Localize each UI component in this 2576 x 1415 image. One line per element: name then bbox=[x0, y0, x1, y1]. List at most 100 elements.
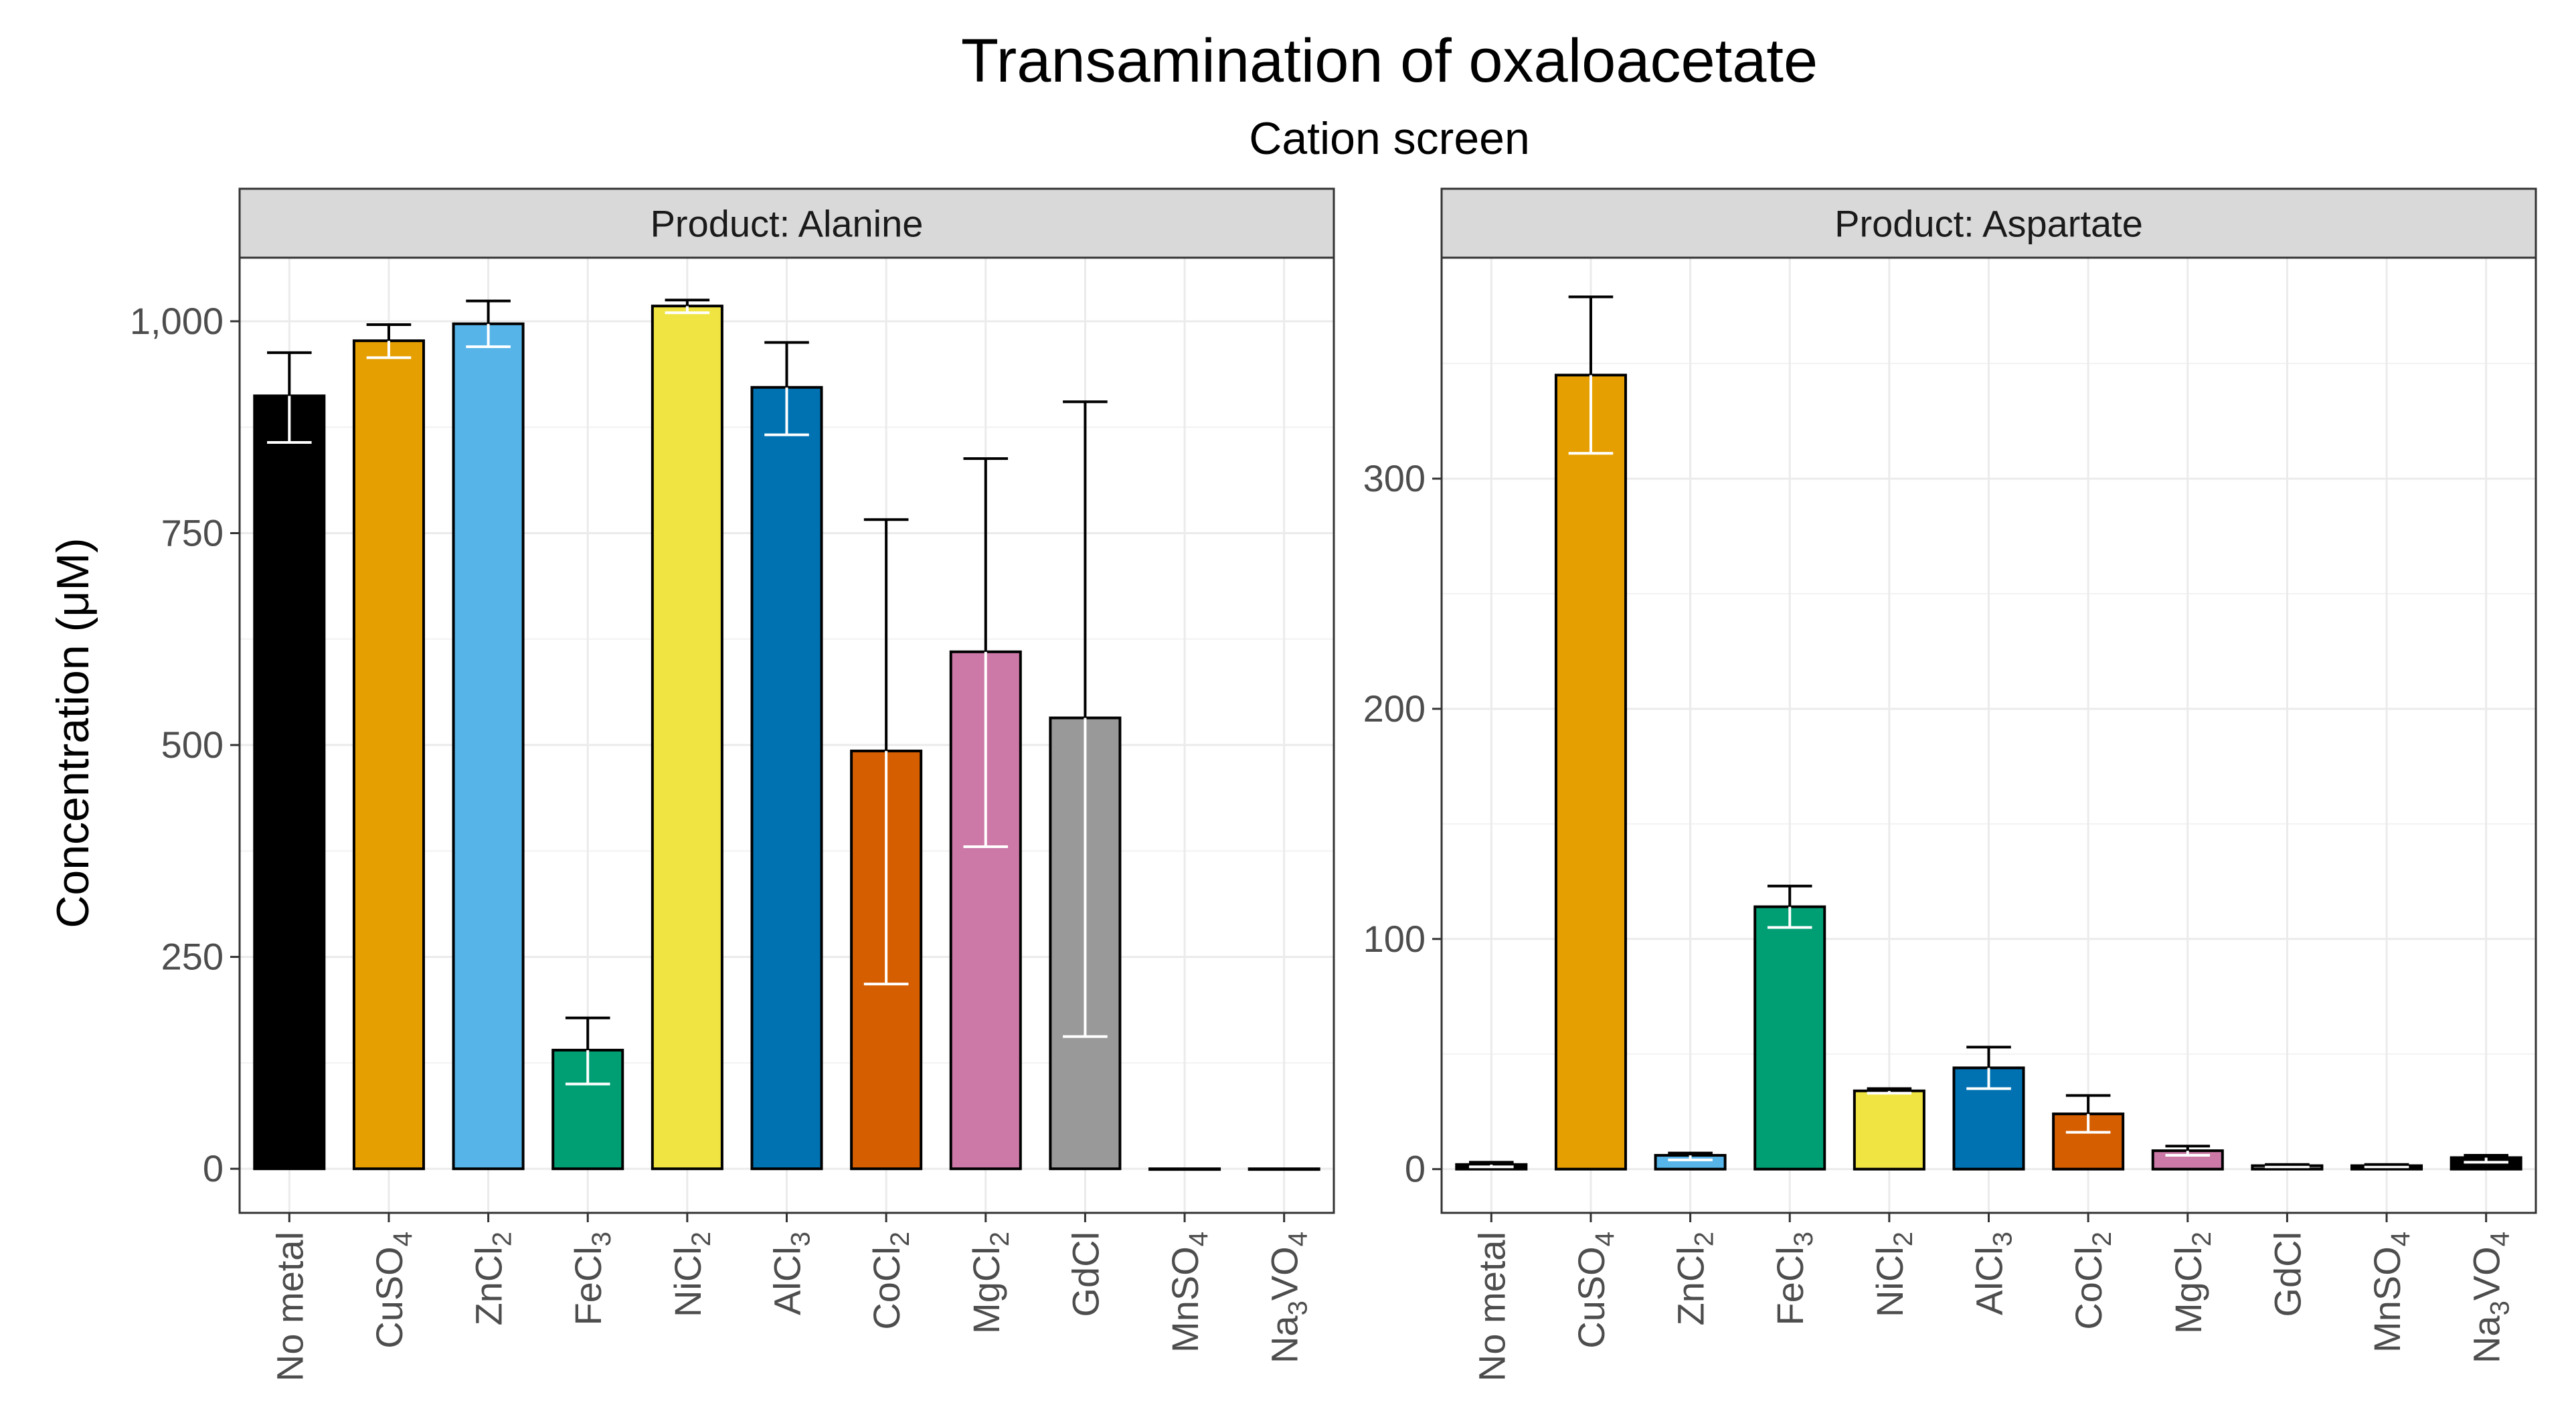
bar-zncl2 bbox=[452, 322, 525, 1171]
x-tick-label: MnSO4​ bbox=[2366, 1232, 2415, 1353]
bar-nicl2 bbox=[651, 305, 723, 1171]
x-tick-label-part: 3 bbox=[587, 1232, 616, 1246]
y-tick-label: 100 bbox=[1363, 918, 1426, 960]
error-bar bbox=[2065, 1094, 2111, 1134]
x-tick-label-part: 3 bbox=[1988, 1232, 2018, 1246]
x-tick-label: Na3​VO4​ bbox=[1264, 1232, 1313, 1363]
error-bar bbox=[466, 299, 511, 348]
x-tick-label-part: FeCl bbox=[1769, 1246, 1811, 1325]
error-bar bbox=[963, 457, 1009, 849]
x-tick-label: Na3​VO4​ bbox=[2466, 1232, 2515, 1363]
x-tick-label-part: ZnCl bbox=[1670, 1246, 1712, 1325]
bar-mgcl2 bbox=[2151, 1149, 2224, 1171]
x-tick-label: GdCl bbox=[1064, 1232, 1106, 1317]
error-bar bbox=[2364, 1163, 2409, 1169]
error-bar bbox=[1568, 295, 1614, 455]
x-tick-label: FeCl3​ bbox=[567, 1232, 616, 1325]
x-tick-label-part: Na bbox=[2466, 1315, 2508, 1363]
x-tick-label: AlCl3​ bbox=[1968, 1232, 2018, 1315]
chart-panels: Product: Alanine 0 250 500 750 1,000 No metal C… bbox=[130, 187, 2537, 1382]
x-tick-label-part: GdCl bbox=[2266, 1232, 2308, 1317]
x-tick-label-part: 4 bbox=[388, 1232, 418, 1246]
y-tick-label: 250 bbox=[161, 936, 224, 978]
x-tick-label-part: AlCl bbox=[1968, 1246, 2010, 1315]
panel-2: Product: Aspartate 0 100 200 300 No metal CuSO… bbox=[1363, 187, 2537, 1382]
error-bar bbox=[1966, 1046, 2011, 1090]
x-tick-label-part: 3 bbox=[2486, 1301, 2515, 1315]
x-tick-label: AlCl3​ bbox=[766, 1232, 816, 1315]
bar-no-metal bbox=[253, 394, 326, 1171]
y-tick-label: 1,000 bbox=[130, 300, 224, 342]
error-bar bbox=[1668, 1151, 1713, 1161]
x-tick-label-part: CoCl bbox=[2067, 1246, 2110, 1329]
x-tick-label: CuSO4​ bbox=[368, 1232, 418, 1349]
x-tick-label-part: 2 bbox=[985, 1232, 1015, 1246]
x-tick-label: MnSO4​ bbox=[1164, 1232, 1213, 1353]
chart-subtitle: Cation screen bbox=[1249, 113, 1530, 164]
error-bar bbox=[1469, 1161, 1514, 1169]
y-tick-label: 750 bbox=[161, 512, 224, 554]
x-tick-label-part: NiCl bbox=[1869, 1246, 1911, 1317]
x-tick-label-part: 3 bbox=[1284, 1301, 1313, 1315]
error-bar bbox=[863, 518, 909, 986]
x-tick-label: CoCl2​ bbox=[865, 1232, 915, 1330]
x-tick-label-part: GdCl bbox=[1064, 1232, 1106, 1317]
bar-fecl3 bbox=[1753, 905, 1826, 1171]
x-tick-label-part: VO bbox=[2466, 1246, 2508, 1301]
error-bar bbox=[1867, 1087, 1912, 1095]
x-tick-label-part: 2 bbox=[687, 1232, 716, 1246]
x-tick-label-part: MnSO bbox=[2366, 1246, 2408, 1353]
error-bar bbox=[1063, 400, 1108, 1038]
error-bar bbox=[2464, 1154, 2508, 1164]
bar-cuso4 bbox=[352, 339, 425, 1171]
panel-strip-label: Product: Aspartate bbox=[1834, 203, 2143, 245]
y-tick-label: 0 bbox=[1405, 1148, 1426, 1190]
x-tick-label-part: 3 bbox=[1789, 1232, 1818, 1246]
x-tick-label-part: No metal bbox=[1470, 1232, 1513, 1382]
error-bar bbox=[267, 351, 312, 444]
error-bar bbox=[366, 323, 412, 359]
x-tick-label-part: ZnCl bbox=[468, 1246, 510, 1325]
x-tick-label: GdCl bbox=[2266, 1232, 2308, 1317]
error-bar bbox=[565, 1016, 610, 1086]
x-tick-label-part: No metal bbox=[268, 1232, 311, 1382]
bar-cuso4 bbox=[1554, 373, 1627, 1171]
x-tick-label: ZnCl2​ bbox=[468, 1232, 517, 1325]
x-tick-label-part: 2 bbox=[885, 1232, 915, 1246]
x-tick-label-part: 4 bbox=[1590, 1232, 1620, 1246]
y-tick-label: 500 bbox=[161, 724, 224, 766]
x-tick-label-part: VO bbox=[1264, 1246, 1306, 1301]
panel-strip-label: Product: Alanine bbox=[651, 203, 924, 245]
chart-title: Transamination of oxaloacetate bbox=[961, 27, 1818, 95]
y-tick-label: 200 bbox=[1363, 687, 1426, 730]
x-tick-label-part: 3 bbox=[786, 1232, 816, 1246]
x-tick-label-part: NiCl bbox=[667, 1246, 709, 1317]
x-tick-label-part: MnSO bbox=[1164, 1246, 1206, 1353]
x-tick-label-part: 2 bbox=[2187, 1232, 2217, 1246]
bar-alcl3 bbox=[750, 386, 823, 1171]
x-tick-label-part: 2 bbox=[1889, 1232, 1918, 1246]
x-tick-label-part: CoCl bbox=[865, 1246, 908, 1329]
x-tick-label-part: 4 bbox=[1284, 1232, 1313, 1246]
error-bar bbox=[2165, 1145, 2211, 1157]
x-tick-label-part: 2 bbox=[2087, 1232, 2117, 1246]
x-tick-label-part: FeCl bbox=[567, 1246, 609, 1325]
x-tick-label: MgCl2​ bbox=[965, 1232, 1015, 1334]
y-tick-label: 300 bbox=[1363, 457, 1426, 499]
x-tick-label: No metal bbox=[268, 1232, 311, 1382]
panel-1: Product: Alanine 0 250 500 750 1,000 No metal C… bbox=[130, 187, 1335, 1382]
error-bar bbox=[1767, 884, 1812, 929]
y-axis-label: Concentration (μM) bbox=[48, 537, 98, 928]
x-tick-label-part: CuSO bbox=[368, 1246, 410, 1349]
error-bar bbox=[2265, 1163, 2310, 1169]
y-tick-label: 0 bbox=[203, 1147, 224, 1189]
x-tick-label: MgCl2​ bbox=[2167, 1232, 2217, 1334]
x-tick-label-part: CuSO bbox=[1570, 1246, 1612, 1349]
panel-strip bbox=[1440, 187, 2537, 259]
x-tick-label: CoCl2​ bbox=[2067, 1232, 2117, 1330]
x-tick-label: No metal bbox=[1470, 1232, 1513, 1382]
x-tick-label: CuSO4​ bbox=[1570, 1232, 1620, 1349]
x-tick-label-part: Na bbox=[1264, 1315, 1306, 1363]
error-bar bbox=[764, 341, 809, 436]
